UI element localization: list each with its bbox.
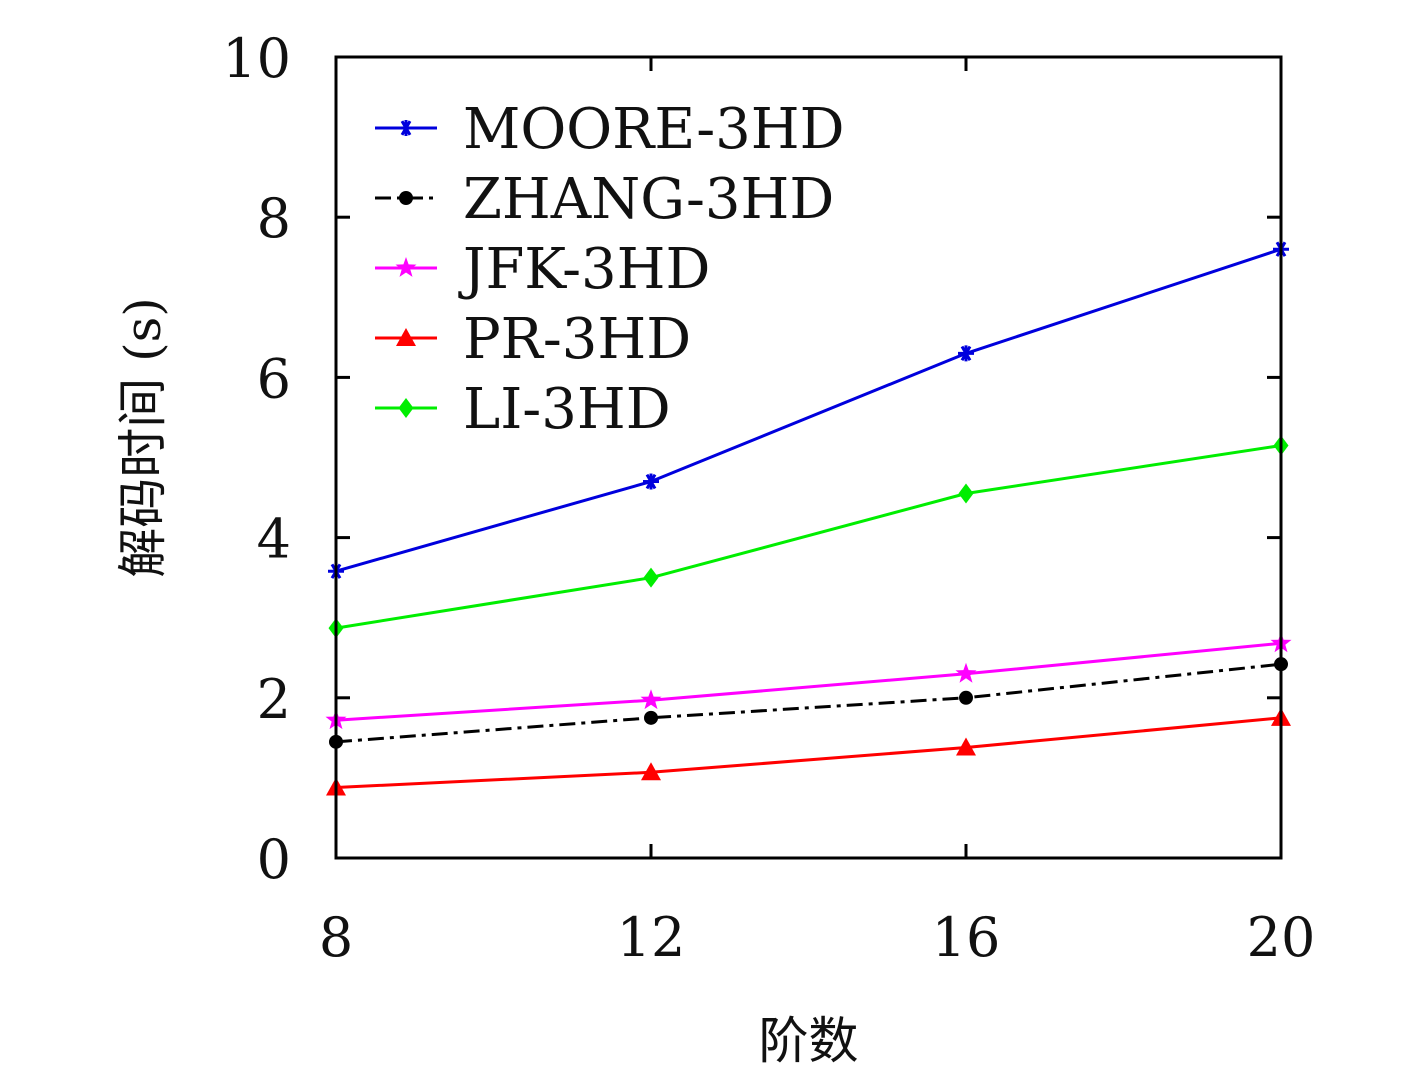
- y-tick-label: 10: [222, 27, 291, 90]
- data-point: [959, 690, 973, 705]
- data-point: [643, 473, 659, 490]
- legend-entry: LI-3HD: [375, 377, 671, 442]
- plot-frame: [334, 55, 1283, 860]
- series-line: [335, 444, 1282, 630]
- y-tick-label: 8: [257, 187, 291, 250]
- series-layer: [325, 241, 1292, 796]
- x-tick-label: 8: [319, 906, 353, 969]
- legend-marker: [398, 398, 414, 418]
- legend-marker: [399, 191, 413, 205]
- legend-label: LI-3HD: [463, 377, 671, 442]
- x-tick-label: 20: [1247, 906, 1316, 969]
- data-point: [640, 689, 662, 710]
- series-line: [335, 247, 1282, 573]
- y-axis-title: 解码时间 (s): [114, 297, 172, 578]
- legend-marker: [395, 257, 417, 277]
- x-tick-label: 12: [617, 906, 686, 969]
- data-point: [644, 710, 658, 725]
- legend-entry: MOORE-3HD: [375, 97, 845, 162]
- series-zhang-3hd: [329, 657, 1288, 749]
- series-line: [335, 641, 1282, 722]
- legend-entry: PR-3HD: [375, 307, 691, 372]
- x-axis-title: 阶数: [759, 1012, 859, 1070]
- x-tick-label: 16: [932, 906, 1001, 969]
- legend-label: JFK-3HD: [458, 237, 710, 302]
- data-point: [956, 737, 976, 756]
- legend-entry: ZHANG-3HD: [375, 167, 834, 232]
- legend-label: ZHANG-3HD: [463, 167, 834, 232]
- data-point: [641, 762, 661, 781]
- series-line: [335, 716, 1282, 789]
- y-tick-label: 2: [257, 668, 291, 731]
- legend-marker: [398, 120, 414, 136]
- ticks-layer: 0 2 4 6 8 10 8 12 16 20: [222, 27, 1315, 969]
- y-tick-label: 6: [257, 347, 291, 410]
- series-li-3hd: [328, 435, 1289, 639]
- legend-label: MOORE-3HD: [463, 97, 845, 162]
- series-line: [335, 662, 1282, 744]
- legend-entry: JFK-3HD: [375, 237, 710, 302]
- data-point: [958, 483, 974, 504]
- data-point: [958, 345, 974, 362]
- data-point: [955, 662, 977, 683]
- series-pr-3hd: [326, 707, 1291, 796]
- y-tick-label: 4: [257, 508, 291, 571]
- y-tick-label: 0: [257, 828, 291, 891]
- data-point: [643, 567, 659, 588]
- series-jfk-3hd: [325, 632, 1292, 730]
- legend-label: PR-3HD: [463, 307, 691, 372]
- legend-marker: [396, 328, 416, 346]
